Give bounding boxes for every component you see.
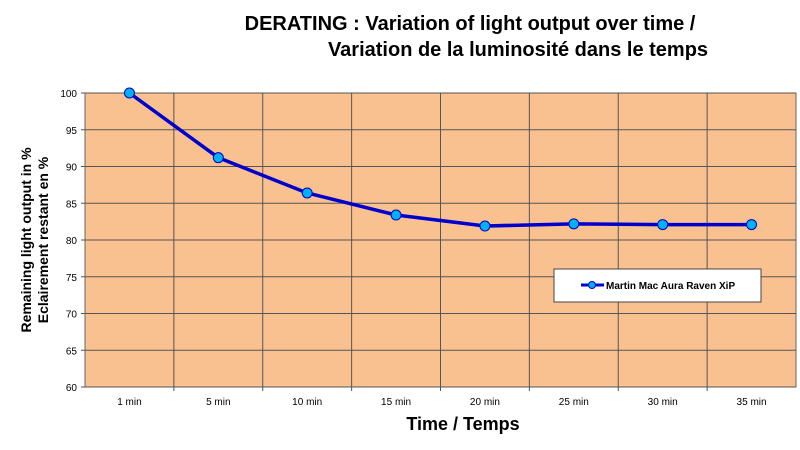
chart-title-line1: DERATING : Variation of light output ove… <box>245 13 696 35</box>
y-tick-label: 75 <box>66 273 78 284</box>
x-tick-label: 10 min <box>292 397 322 408</box>
y-axis-label-line2: Eclairement restant en % <box>35 156 51 323</box>
y-tick-label: 70 <box>66 310 78 321</box>
legend-marker <box>588 281 596 289</box>
data-point <box>390 209 402 221</box>
y-tick-label: 60 <box>66 383 78 394</box>
y-tick-label: 80 <box>66 236 78 247</box>
data-point <box>746 219 758 231</box>
data-point <box>301 187 313 199</box>
y-tick-label: 95 <box>66 126 78 137</box>
y-tick-label: 65 <box>66 346 78 357</box>
data-point <box>123 87 135 99</box>
x-tick-label: 30 min <box>648 397 678 408</box>
series-line <box>128 91 752 228</box>
y-tick-label: 85 <box>66 199 78 210</box>
legend: Martin Mac Aura Raven XiP <box>553 268 762 303</box>
y-tick-label: 100 <box>60 89 77 100</box>
legend-label: Martin Mac Aura Raven XiP <box>606 281 735 292</box>
chart-title-line2: Variation de la luminosité dans le temps <box>328 39 708 61</box>
x-tick-label: 5 min <box>206 397 230 408</box>
x-tick-label: 1 min <box>117 397 141 408</box>
x-tick-label: 35 min <box>737 397 767 408</box>
x-tick-label: 15 min <box>381 397 411 408</box>
data-point <box>212 152 224 164</box>
data-point <box>657 219 669 231</box>
y-tick-label: 90 <box>66 163 78 174</box>
x-tick-label: 25 min <box>559 397 589 408</box>
data-point <box>479 220 491 232</box>
x-axis-label: Time / Temps <box>406 414 519 434</box>
data-point <box>568 218 580 230</box>
x-tick-label: 20 min <box>470 397 500 408</box>
y-axis-label-line1: Remaining light output in % <box>18 147 34 333</box>
